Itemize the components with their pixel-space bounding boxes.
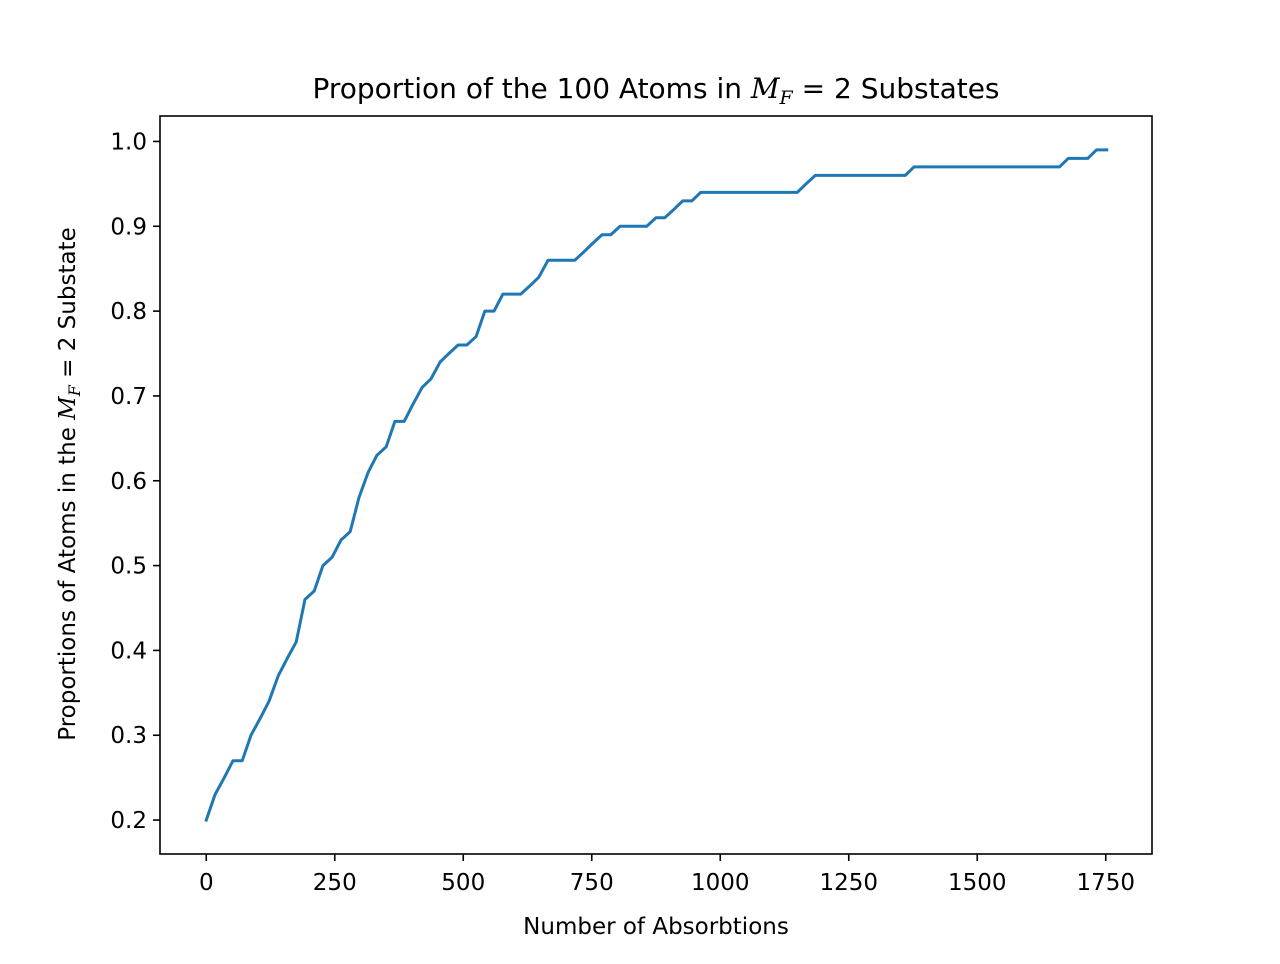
x-tick-label: 750 — [570, 870, 614, 896]
x-tick-label: 250 — [313, 870, 357, 896]
x-tick-label: 0 — [199, 870, 214, 896]
y-tick-label: 0.7 — [110, 384, 147, 410]
y-tick-label: 0.2 — [110, 808, 147, 834]
chart-title: Proportion of the 100 Atoms in MF = 2 Su… — [312, 72, 999, 109]
y-tick-label: 0.6 — [110, 469, 147, 495]
x-tick-label: 1000 — [691, 870, 750, 896]
y-tick-label: 0.3 — [110, 723, 147, 749]
x-axis-label: Number of Absorbtions — [523, 914, 789, 940]
y-axis-ticks: 0.2 0.3 0.4 0.5 0.6 0.7 0.8 0.9 1.0 — [110, 129, 160, 834]
x-tick-label: 1750 — [1076, 870, 1135, 896]
x-tick-label: 1500 — [948, 870, 1007, 896]
y-tick-label: 1.0 — [110, 129, 147, 155]
y-tick-label: 0.8 — [110, 299, 147, 325]
x-tick-label: 500 — [441, 870, 485, 896]
y-tick-label: 0.9 — [110, 214, 147, 240]
plot-frame — [159, 115, 1153, 855]
y-tick-label: 0.4 — [110, 638, 147, 664]
series-line — [204, 148, 1109, 822]
y-tick-label: 0.5 — [110, 554, 147, 580]
x-axis-ticks: 0 250 500 750 1000 1250 1500 1750 — [199, 854, 1135, 896]
y-axis-label: Proportions of Atoms in the MF = 2 Subst… — [55, 227, 84, 740]
x-tick-label: 1250 — [819, 870, 878, 896]
